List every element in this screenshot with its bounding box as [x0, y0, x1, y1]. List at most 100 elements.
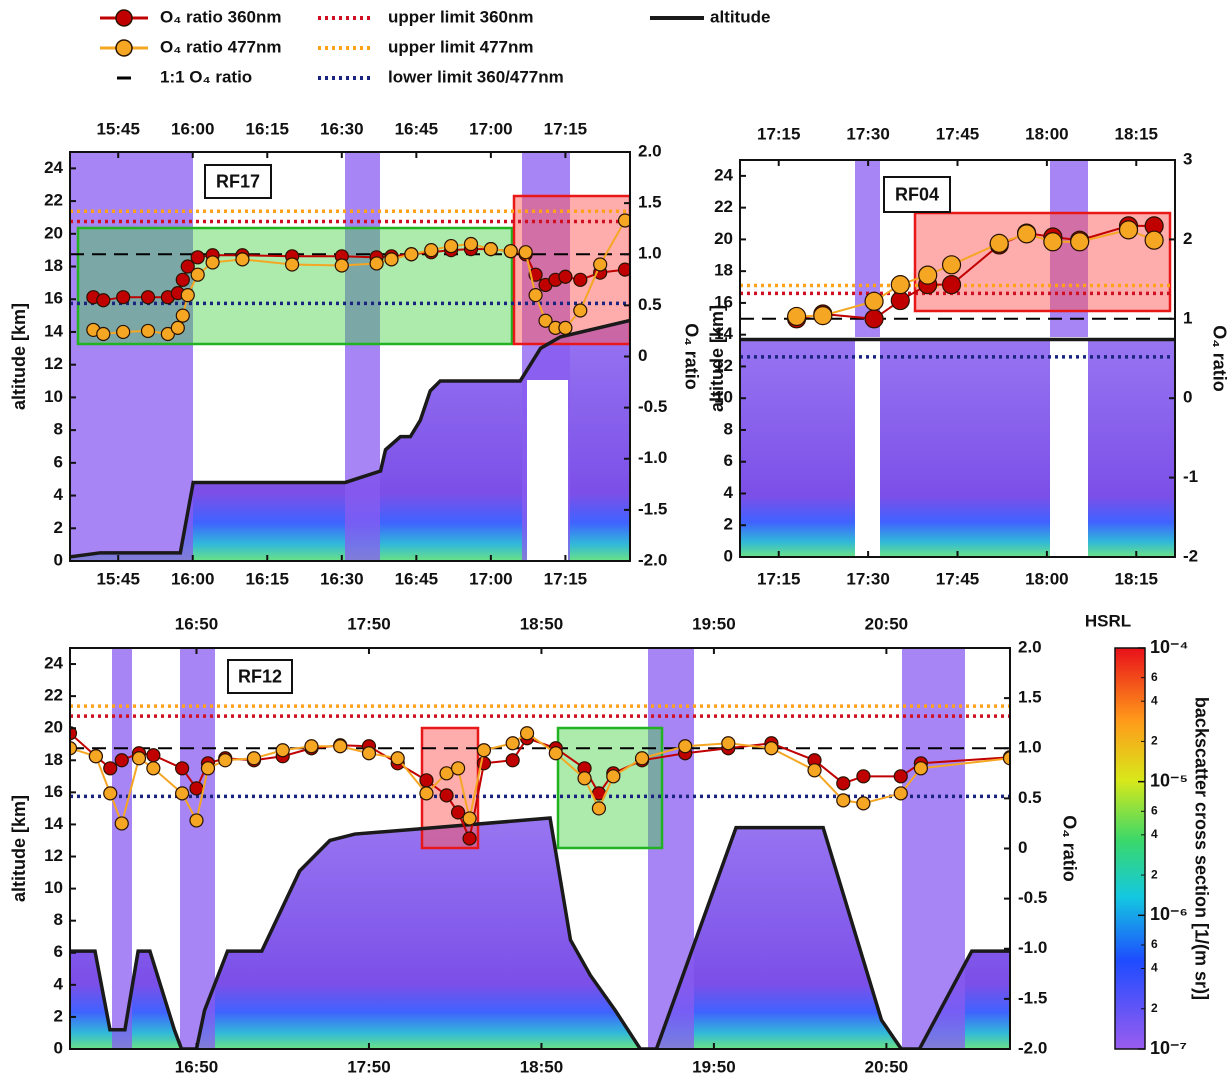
- y-tick-label: 14: [44, 321, 63, 340]
- x-tick-label-top: 16:50: [175, 614, 218, 633]
- ratio-marker: [856, 769, 871, 784]
- colorbar-label: backscatter cross section [1/(m sr)]: [1191, 697, 1211, 1000]
- y-tick-label: 16: [44, 782, 63, 801]
- ratio-marker: [70, 726, 78, 741]
- ratio-marker: [450, 761, 466, 776]
- y-tick-label: 6: [54, 452, 63, 471]
- ratio-marker: [617, 262, 630, 277]
- y2-tick-label: 2.0: [1018, 637, 1042, 656]
- x-tick-label: 16:00: [171, 569, 214, 588]
- ratio-marker: [424, 243, 439, 258]
- y-axis-label: altitude [km]: [707, 305, 727, 412]
- x-tick-label-top: 17:15: [757, 124, 800, 143]
- ratio-marker: [476, 743, 492, 758]
- y-tick-label: 2: [724, 515, 733, 534]
- colorbar-minor-label: 4: [1151, 961, 1158, 975]
- y-tick-label: 20: [714, 229, 733, 248]
- colorbar-minor-label: 6: [1151, 937, 1158, 951]
- flight-label-box: [227, 659, 293, 694]
- y-tick-label: 0: [724, 546, 733, 565]
- y-tick-label: 2: [54, 1006, 63, 1025]
- lidar-curtain: [740, 339, 1175, 557]
- ratio-marker: [175, 761, 190, 776]
- y-tick-label: 0: [54, 550, 63, 569]
- ratio-marker: [384, 252, 399, 267]
- y2-tick-label: 0: [1018, 838, 1027, 857]
- colorbar: [1114, 647, 1146, 1050]
- y-tick-label: 4: [54, 974, 64, 993]
- y-tick-label: 18: [44, 256, 63, 275]
- ratio-marker: [483, 242, 498, 257]
- ratio-marker: [439, 788, 454, 803]
- y-tick-label: 4: [54, 485, 64, 504]
- ratio-marker: [404, 247, 419, 262]
- profile-band: [112, 648, 132, 1049]
- ratio-marker: [114, 753, 129, 768]
- x-tick-label-top: 16:30: [320, 119, 363, 138]
- ratio-marker: [103, 786, 118, 801]
- ratio-marker: [890, 275, 910, 295]
- ratio-marker: [235, 252, 250, 267]
- y2-tick-label: 0: [1183, 388, 1192, 407]
- y-tick-label: 8: [54, 420, 63, 439]
- ratio-marker: [369, 256, 384, 271]
- colorbar-minor-label: 4: [1151, 693, 1158, 707]
- colorbar-minor-label: 4: [1151, 827, 1158, 841]
- ratio-marker: [131, 751, 147, 766]
- ratio-marker: [180, 259, 195, 274]
- flight-label: RF12: [238, 666, 282, 686]
- ratio-marker: [634, 751, 650, 766]
- ratio-marker: [918, 265, 938, 285]
- ratio-marker: [333, 739, 348, 754]
- legend-marker: [115, 39, 133, 57]
- ratio-marker: [813, 306, 833, 326]
- y2-tick-label: -2.0: [1018, 1038, 1047, 1057]
- y-axis-label: altitude [km]: [9, 795, 29, 902]
- plot-area: [70, 152, 630, 561]
- y2-tick-label: -1.0: [638, 448, 667, 467]
- x-tick-label: 17:15: [544, 569, 587, 588]
- y-tick-label: 18: [714, 261, 733, 280]
- ratio-marker: [864, 309, 884, 329]
- ratio-marker: [1002, 751, 1010, 766]
- ratio-marker: [519, 726, 535, 741]
- altitude-line: [70, 816, 1010, 1049]
- legend-marker: [115, 9, 133, 27]
- ratio-marker: [836, 776, 851, 791]
- x-tick-label: 16:45: [395, 569, 438, 588]
- y-tick-label: 22: [44, 686, 63, 705]
- legend-label: upper limit 477nm: [388, 37, 533, 56]
- colorbar-tick-label: 10⁻⁵: [1150, 770, 1188, 790]
- ratio-marker: [88, 749, 103, 764]
- data-gap: [1050, 337, 1088, 557]
- ratio-marker: [96, 293, 111, 308]
- y2-tick-label: -1.5: [638, 499, 667, 518]
- colorbar-minor-label: 2: [1151, 1001, 1158, 1015]
- ratio-marker: [807, 763, 822, 778]
- y-tick-label: 24: [44, 158, 63, 177]
- colorbar-tick-label: 10⁻⁷: [1150, 1038, 1187, 1058]
- ratio-marker: [864, 291, 884, 311]
- y-tick-label: 14: [714, 324, 733, 343]
- y-tick-label: 22: [44, 191, 63, 210]
- ratio-marker: [678, 739, 693, 754]
- legend-label: upper limit 360nm: [388, 7, 533, 26]
- x-tick-label-top: 16:15: [246, 119, 289, 138]
- y2-tick-label: 1.5: [638, 193, 662, 212]
- ratio-marker: [146, 761, 161, 776]
- ratio-marker: [190, 250, 205, 265]
- ratio-marker: [1017, 224, 1037, 244]
- profile-band: [902, 648, 965, 1049]
- y2-tick-label: -0.5: [638, 397, 667, 416]
- y2-tick-label: 2: [1183, 229, 1192, 248]
- y2-tick-label: 1.0: [1018, 738, 1042, 757]
- legend-label: O₄ ratio 360nm: [160, 7, 281, 26]
- ratio-marker: [146, 748, 161, 763]
- y2-tick-label: 1.5: [1018, 688, 1042, 707]
- data-gap: [527, 380, 568, 561]
- y2-tick-label: 0.5: [638, 295, 662, 314]
- y-tick-label: 10: [714, 388, 733, 407]
- y2-tick-label: -2.0: [638, 550, 667, 569]
- y-tick-label: 12: [44, 846, 63, 865]
- y-tick-label: 22: [714, 197, 733, 216]
